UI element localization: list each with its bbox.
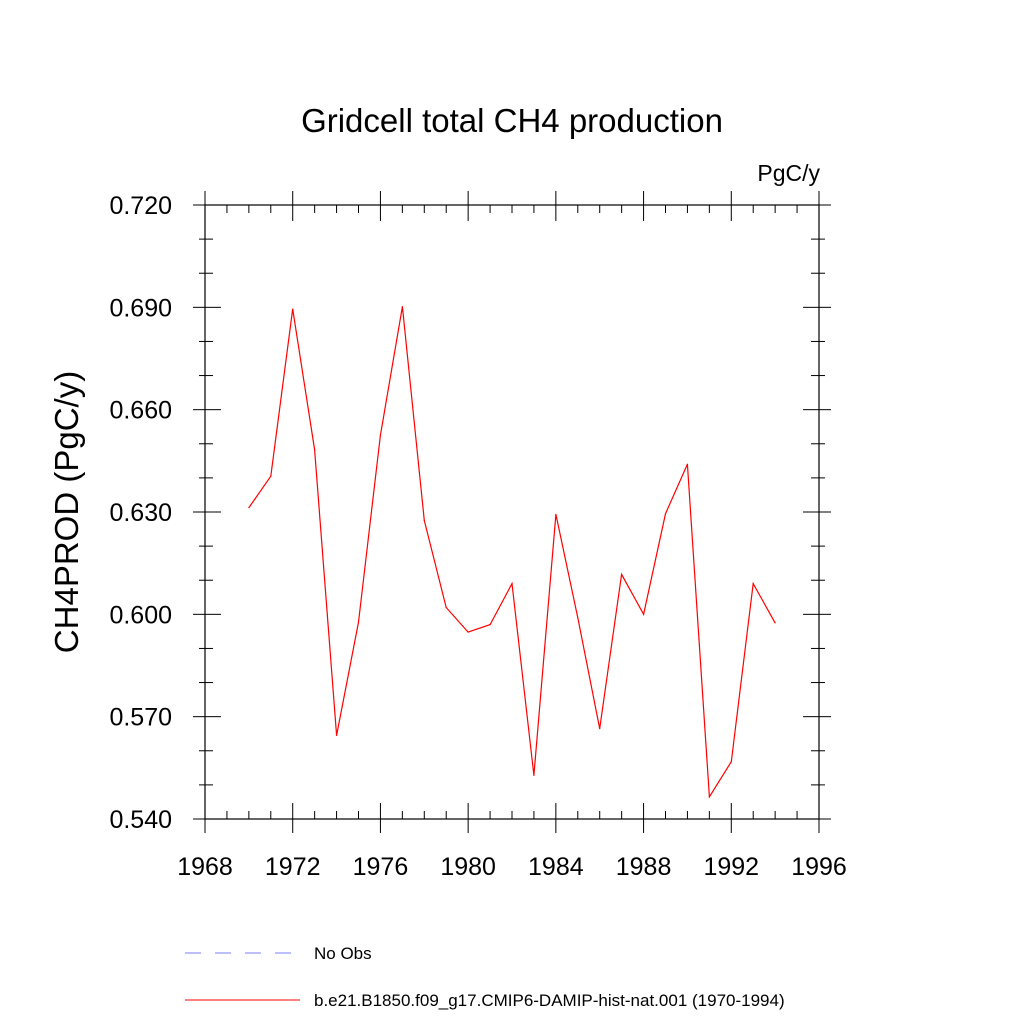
legend: No Obs b.e21.B1850.f09_g17.CMIP6-DAMIP-hi… <box>185 944 785 1010</box>
legend-label: No Obs <box>314 944 372 963</box>
y-tick-label: 0.630 <box>109 499 172 527</box>
data-point <box>730 761 732 763</box>
data-point <box>708 796 710 798</box>
data-point <box>292 308 294 310</box>
data-point <box>423 519 425 522</box>
data-point <box>314 448 316 451</box>
y-tick-label: 0.600 <box>109 601 172 629</box>
y-tick-label: 0.540 <box>109 806 172 834</box>
data-point <box>248 506 250 509</box>
x-tick-label: 1968 <box>177 853 233 881</box>
data-point <box>357 621 360 623</box>
data-point <box>774 622 776 624</box>
data-point <box>511 583 513 585</box>
data-point <box>489 623 491 626</box>
data-point <box>335 734 338 737</box>
data-point <box>664 513 667 515</box>
x-tick-label: 1980 <box>440 853 496 881</box>
data-point <box>642 613 645 615</box>
chart-title: Gridcell total CH4 production <box>301 102 723 139</box>
plot-frame <box>204 204 820 820</box>
units-label: PgC/y <box>757 160 820 186</box>
x-tick-label: 1992 <box>703 853 759 881</box>
series-layer <box>248 306 776 799</box>
data-point <box>577 617 579 619</box>
data-point <box>752 583 754 585</box>
data-point <box>599 728 601 730</box>
x-tick-label: 1996 <box>791 853 847 881</box>
data-point <box>686 463 689 465</box>
legend-label: b.e21.B1850.f09_g17.CMIP6-DAMIP-hist-nat… <box>314 991 785 1010</box>
data-point <box>379 434 382 436</box>
y-axis: 0.540 0.570 0.600 0.630 0.660 0.690 0.720 <box>109 192 831 834</box>
y-tick-label: 0.570 <box>109 704 172 732</box>
x-tick-label: 1972 <box>265 853 321 881</box>
x-axis: 1968 1972 1976 1980 1984 1988 1992 1996 <box>177 191 847 881</box>
y-tick-label: 0.720 <box>109 192 172 220</box>
x-tick-label: 1984 <box>528 853 584 881</box>
y-axis-label: CH4PROD (PgC/y) <box>48 371 85 653</box>
data-point <box>401 306 403 308</box>
data-point <box>621 573 623 576</box>
data-point <box>467 631 469 633</box>
data-point <box>555 513 557 515</box>
data-point <box>445 606 447 609</box>
data-point <box>270 475 272 477</box>
series-line <box>248 306 776 799</box>
x-tick-label: 1988 <box>616 853 672 881</box>
data-point <box>533 774 535 776</box>
y-tick-label: 0.660 <box>109 397 172 425</box>
y-tick-label: 0.690 <box>109 294 172 322</box>
x-tick-label: 1976 <box>353 853 409 881</box>
